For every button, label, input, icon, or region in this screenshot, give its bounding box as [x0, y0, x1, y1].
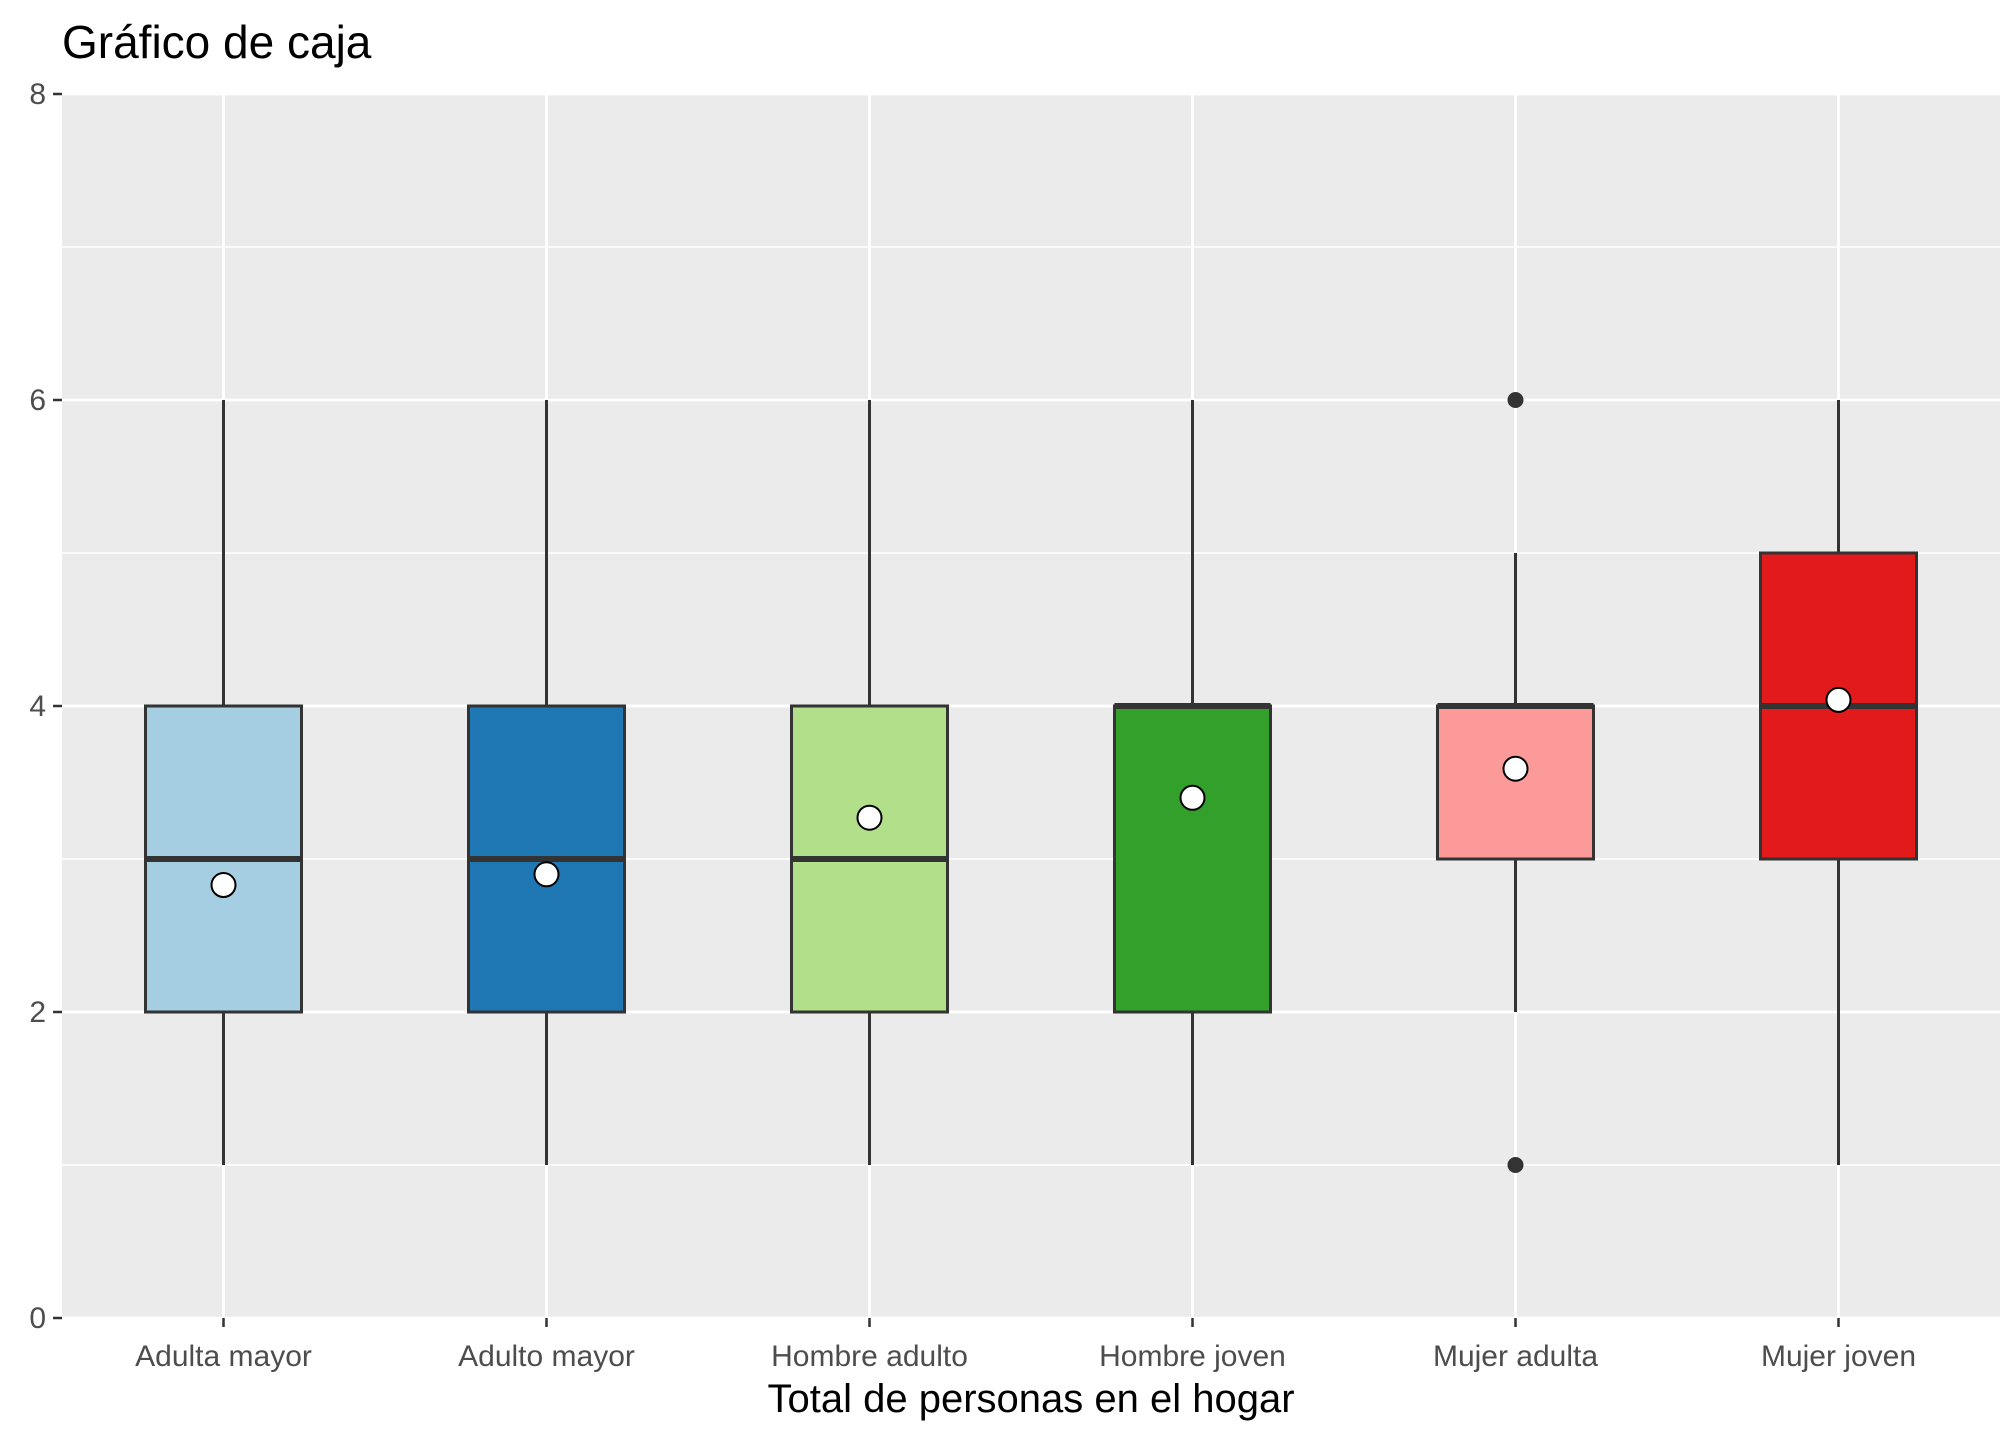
x-tick-label: Adulta mayor — [135, 1340, 312, 1373]
x-tick-label: Hombre joven — [1099, 1340, 1286, 1373]
outlier-point — [1507, 1157, 1524, 1173]
y-tick-label: 0 — [29, 1302, 46, 1335]
box-hombre-adulto — [790, 400, 949, 1165]
mean-point — [1179, 784, 1206, 811]
box-body — [1436, 704, 1595, 861]
box-mujer-adulta — [1436, 392, 1595, 1173]
box-adulta-mayor — [144, 400, 303, 1165]
box-mujer-joven — [1759, 400, 1918, 1165]
x-axis-title: Total de personas en el hogar — [767, 1377, 1294, 1421]
box-adulto-mayor — [467, 400, 626, 1165]
x-tick-label: Hombre adulto — [771, 1340, 968, 1373]
minor-gridlines — [62, 246, 2000, 1166]
mean-point — [210, 872, 237, 899]
mean-point — [1825, 686, 1852, 713]
outlier-point — [1507, 392, 1524, 408]
mean-point — [1502, 755, 1529, 782]
box-hombre-joven — [1113, 400, 1272, 1165]
box-body — [1113, 704, 1272, 1014]
y-tick-label: 8 — [29, 78, 46, 111]
box-series — [144, 392, 1918, 1173]
chart-title: Gráfico de caja — [62, 16, 372, 68]
mean-point — [856, 804, 883, 831]
x-tick-label: Adulto mayor — [458, 1340, 635, 1373]
y-tick-label: 2 — [29, 996, 46, 1029]
x-axis: Adulta mayor Adulto mayor Hombre adulto Hom… — [135, 1318, 1916, 1373]
x-tick-label: Mujer joven — [1761, 1340, 1916, 1373]
y-tick-label: 6 — [29, 384, 46, 417]
x-tick-label: Mujer adulta — [1433, 1340, 1598, 1373]
mean-point — [533, 861, 560, 888]
y-tick-label: 4 — [29, 690, 46, 723]
y-axis: 0 2 4 6 8 — [29, 78, 62, 1335]
